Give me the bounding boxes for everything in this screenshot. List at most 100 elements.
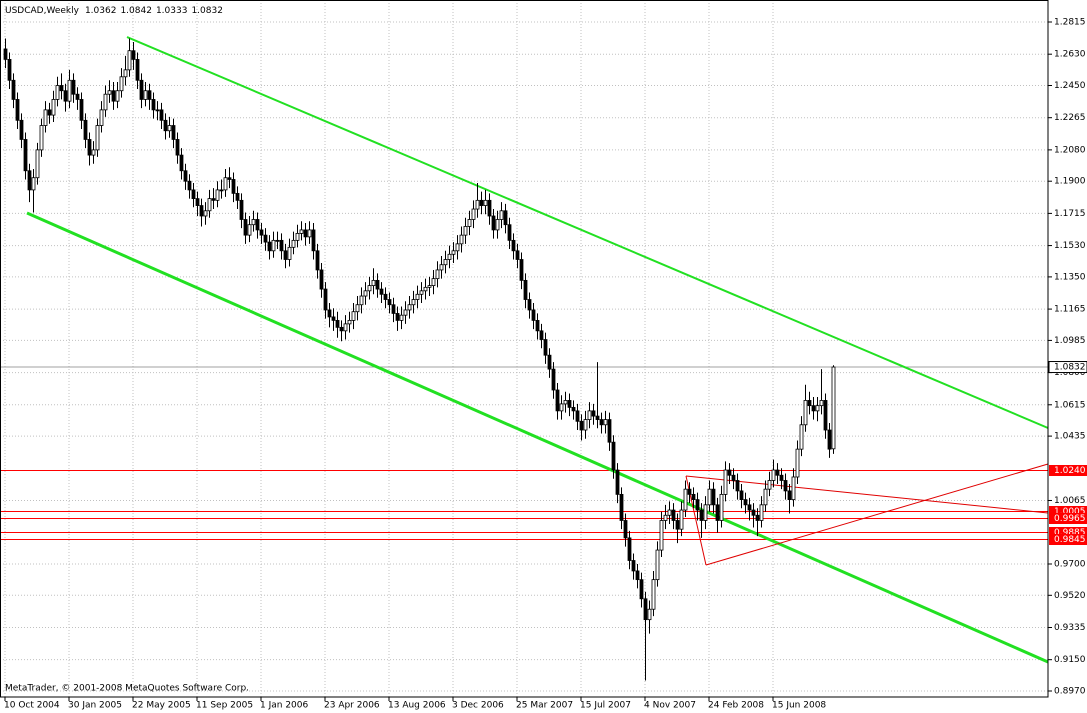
candle-body: [355, 304, 360, 313]
candle-body: [51, 99, 56, 116]
candle-body: [263, 234, 268, 243]
x-tick-label: 4 Nov 2007: [644, 701, 696, 711]
candle-body: [607, 419, 612, 443]
candle-body: [207, 198, 212, 212]
candle-body: [279, 239, 284, 252]
candle-body: [399, 314, 404, 321]
candle-body: [591, 410, 596, 417]
y-tick-label: 1.2815: [1054, 18, 1086, 28]
candle-body: [727, 469, 732, 476]
candle-body: [147, 90, 152, 100]
candle-body: [583, 419, 588, 431]
grid: [0, 0, 1048, 697]
candle-body: [543, 339, 548, 356]
candle-body: [559, 403, 564, 412]
candle-body: [135, 59, 140, 81]
y-tick-label: 1.1530: [1054, 241, 1086, 251]
candle-body: [671, 509, 676, 521]
candle-body: [283, 250, 288, 260]
level-label-bg: [1049, 465, 1087, 476]
candle-body: [547, 354, 552, 370]
candle-body: [139, 79, 144, 100]
x-tick-label: 15 Jun 2008: [772, 701, 826, 711]
candle-body: [739, 490, 744, 501]
y-tick-label: 0.9700: [1054, 559, 1086, 569]
candle-body: [751, 509, 756, 516]
candle-body: [791, 476, 796, 501]
price-label: 1.0832: [1054, 363, 1086, 373]
y-tick-label: 0.9520: [1054, 591, 1086, 601]
x-tick-label: 13 Aug 2006: [388, 701, 446, 711]
candle-body: [771, 469, 776, 481]
candle-body: [211, 198, 216, 201]
candle-body: [499, 210, 504, 220]
candle-body: [459, 234, 464, 245]
candle-body: [599, 419, 604, 426]
candle-body: [183, 170, 188, 182]
y-tick-label: 0.9335: [1054, 623, 1086, 633]
candle-body: [627, 537, 632, 561]
candle-body: [495, 219, 500, 231]
candle-body: [431, 278, 436, 286]
candle-body: [11, 79, 16, 100]
low: 1.0333: [156, 6, 188, 16]
candle-body: [255, 219, 260, 231]
candle-body: [711, 488, 716, 506]
candle-body: [491, 215, 496, 231]
candle-body: [667, 509, 672, 516]
candle-body: [323, 288, 328, 311]
candle-body: [719, 493, 724, 521]
candle-body: [143, 90, 148, 100]
candle-body: [487, 199, 492, 217]
candle-body: [307, 229, 312, 238]
candle-body: [231, 179, 236, 194]
candle-body: [643, 598, 648, 621]
triangle-upper: [685, 475, 1049, 514]
close: 1.0832: [191, 6, 223, 16]
level-label-bg: [1049, 506, 1087, 517]
candle-body: [31, 177, 36, 191]
level-label: 1.0005: [1054, 507, 1086, 517]
y-tick-label: 1.0435: [1054, 432, 1086, 442]
candle-body: [651, 579, 656, 610]
candle-body: [215, 189, 220, 201]
candle-body: [819, 400, 824, 407]
candle-body: [551, 368, 556, 391]
candle-body: [239, 199, 244, 220]
candle-body: [427, 285, 432, 288]
candle-body: [411, 299, 416, 306]
candle-body: [383, 293, 388, 300]
candle-body: [539, 330, 544, 340]
candle-body: [655, 549, 660, 581]
candle-body: [519, 259, 524, 281]
candle-body: [235, 192, 240, 201]
candle-body: [579, 420, 584, 431]
candle-body: [327, 309, 332, 318]
candle-body: [87, 139, 92, 156]
plot-border: [0, 0, 1049, 698]
candle-body: [3, 48, 8, 60]
x-tick-label: 11 Sep 2005: [196, 701, 253, 711]
x-tick-label: 1 Jan 2006: [260, 701, 308, 711]
level-label-bg: [1049, 527, 1087, 538]
y-tick-label: 0.8970: [1054, 687, 1086, 697]
candle-body: [759, 504, 764, 521]
x-tick-label: 15 Jul 2007: [580, 701, 631, 711]
channel-lower: [26, 211, 1049, 664]
candle-body: [575, 410, 580, 422]
open: 1.0362: [85, 6, 117, 16]
candle-body: [455, 243, 460, 252]
candle-body: [483, 199, 488, 206]
candle-body: [55, 85, 60, 100]
candle-body: [691, 493, 696, 501]
candle-body: [59, 85, 64, 92]
candle-body: [303, 229, 308, 238]
candle-body: [155, 109, 160, 112]
candle-body: [331, 316, 336, 321]
y-tick-label: 1.1715: [1054, 209, 1086, 219]
candle-body: [803, 400, 808, 426]
candle-body: [299, 229, 304, 234]
candle-body: [351, 311, 356, 321]
candle-body: [103, 93, 108, 111]
